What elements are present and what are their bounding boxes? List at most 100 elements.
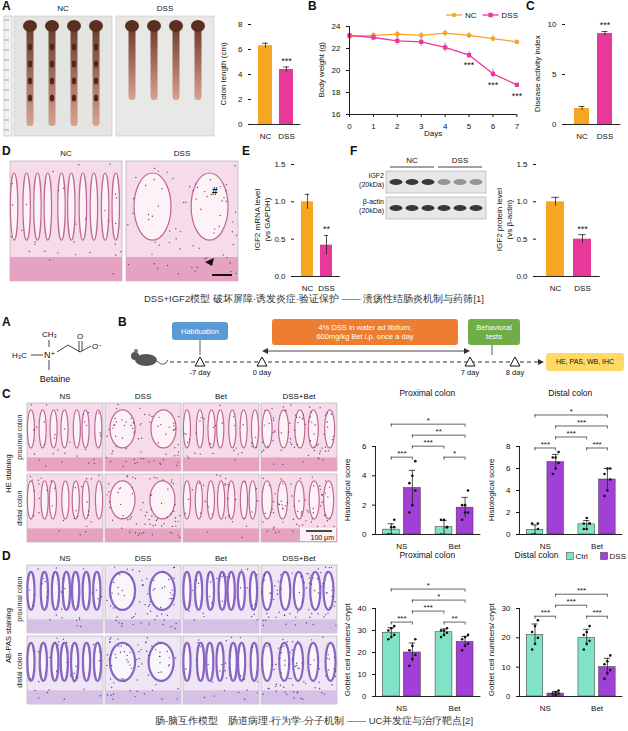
svg-text:0.0: 0.0: [275, 272, 287, 281]
svg-text:4: 4: [238, 70, 243, 79]
svg-text:***: ***: [540, 440, 549, 449]
svg-text:10: 10: [357, 670, 366, 679]
svg-text:Bet: Bet: [448, 704, 461, 713]
svg-text:2: 2: [395, 122, 400, 131]
svg-text:0: 0: [362, 692, 367, 701]
svg-text:1.5: 1.5: [517, 160, 529, 169]
svg-text:0: 0: [506, 530, 511, 539]
svg-text:H₃C: H₃C: [12, 351, 27, 360]
svg-text:100 μm: 100 μm: [311, 534, 335, 542]
svg-text:***: ***: [511, 91, 522, 101]
svg-text:24: 24: [331, 22, 340, 31]
svg-text:20: 20: [501, 633, 510, 642]
svg-text:0: 0: [552, 120, 557, 129]
svg-text:4: 4: [362, 471, 367, 480]
svg-text:O: O: [77, 332, 83, 341]
svg-text:O⁻: O⁻: [92, 342, 102, 351]
svg-text:7: 7: [514, 122, 519, 131]
svg-text:2: 2: [362, 501, 367, 510]
svg-text:***: ***: [397, 614, 406, 623]
svg-text:NC: NC: [465, 11, 477, 20]
svg-text:***: ***: [281, 56, 292, 66]
svg-text:0.5: 0.5: [275, 235, 287, 244]
svg-text:NC: NC: [576, 132, 588, 141]
svg-text:4: 4: [443, 122, 448, 131]
svg-text:NS: NS: [539, 704, 550, 713]
svg-text:***: ***: [599, 20, 610, 30]
svg-text:1.0: 1.0: [275, 197, 287, 206]
svg-text:**: **: [451, 614, 457, 623]
svg-text:DSS: DSS: [610, 552, 626, 561]
svg-text:6: 6: [362, 442, 367, 451]
svg-text:6: 6: [490, 122, 495, 131]
svg-text:NS: NS: [539, 542, 550, 551]
svg-text:***: ***: [576, 418, 585, 427]
svg-text:N⁺: N⁺: [44, 350, 55, 360]
svg-text:***: ***: [487, 80, 498, 90]
svg-text:DSS: DSS: [502, 11, 518, 20]
svg-text:0.5: 0.5: [517, 235, 529, 244]
svg-text:NS: NS: [396, 704, 407, 713]
svg-text:Days: Days: [424, 129, 442, 138]
svg-text:*: *: [437, 592, 440, 601]
svg-text:NC: NC: [259, 132, 271, 141]
svg-text:1.5: 1.5: [275, 160, 287, 169]
svg-text:6: 6: [238, 45, 243, 54]
svg-text:CH₃: CH₃: [42, 330, 57, 339]
svg-text:0.0: 0.0: [517, 272, 529, 281]
svg-text:Bet: Bet: [448, 542, 461, 551]
svg-text:0: 0: [238, 120, 243, 129]
svg-text:**: **: [323, 224, 330, 234]
svg-text:***: ***: [577, 224, 588, 234]
svg-text:20: 20: [357, 648, 366, 657]
svg-text:NC: NC: [550, 284, 562, 293]
svg-text:#: #: [212, 186, 218, 197]
svg-text:***: ***: [423, 603, 432, 612]
svg-text:5: 5: [552, 70, 557, 79]
svg-text:DSS: DSS: [596, 132, 612, 141]
svg-text:1.0: 1.0: [517, 197, 529, 206]
svg-text:10: 10: [547, 20, 556, 29]
svg-text:Ctrl: Ctrl: [575, 552, 588, 561]
svg-text:DSS: DSS: [574, 284, 590, 293]
svg-text:30: 30: [357, 626, 366, 635]
svg-text:***: ***: [592, 608, 601, 617]
svg-text:***: ***: [566, 429, 575, 438]
svg-text:*: *: [569, 407, 572, 416]
svg-text:***: ***: [576, 586, 585, 595]
svg-text:***: ***: [540, 608, 549, 617]
svg-text:***: ***: [397, 449, 406, 458]
svg-text:10: 10: [501, 663, 510, 672]
svg-text:***: ***: [592, 440, 601, 449]
svg-text:16: 16: [331, 110, 340, 119]
svg-text:*: *: [426, 581, 429, 590]
svg-text:Bet: Bet: [591, 704, 604, 713]
svg-text:***: ***: [463, 60, 474, 70]
svg-text:30: 30: [501, 604, 510, 613]
svg-text:2: 2: [238, 95, 243, 104]
svg-text:**: **: [435, 427, 441, 436]
svg-text:***: ***: [423, 438, 432, 447]
svg-text:8: 8: [238, 20, 243, 29]
svg-text:Bet: Bet: [591, 542, 604, 551]
svg-text:6: 6: [506, 464, 511, 473]
svg-text:NC: NC: [302, 284, 314, 293]
svg-text:20: 20: [331, 66, 340, 75]
svg-text:0: 0: [362, 530, 367, 539]
svg-text:DSS: DSS: [318, 284, 334, 293]
svg-text:8: 8: [506, 442, 511, 451]
svg-text:***: ***: [566, 597, 575, 606]
svg-text:1: 1: [371, 122, 376, 131]
svg-text:40: 40: [357, 604, 366, 613]
svg-text:5: 5: [466, 122, 471, 131]
svg-text:DSS: DSS: [278, 132, 294, 141]
svg-text:*: *: [426, 416, 429, 425]
svg-text:0: 0: [347, 122, 352, 131]
svg-text:18: 18: [331, 88, 340, 97]
svg-text:0: 0: [506, 692, 511, 701]
svg-text:2: 2: [506, 508, 511, 517]
svg-text:22: 22: [331, 44, 340, 53]
svg-text:*: *: [453, 449, 456, 458]
svg-text:NS: NS: [396, 542, 407, 551]
svg-text:4: 4: [506, 486, 511, 495]
